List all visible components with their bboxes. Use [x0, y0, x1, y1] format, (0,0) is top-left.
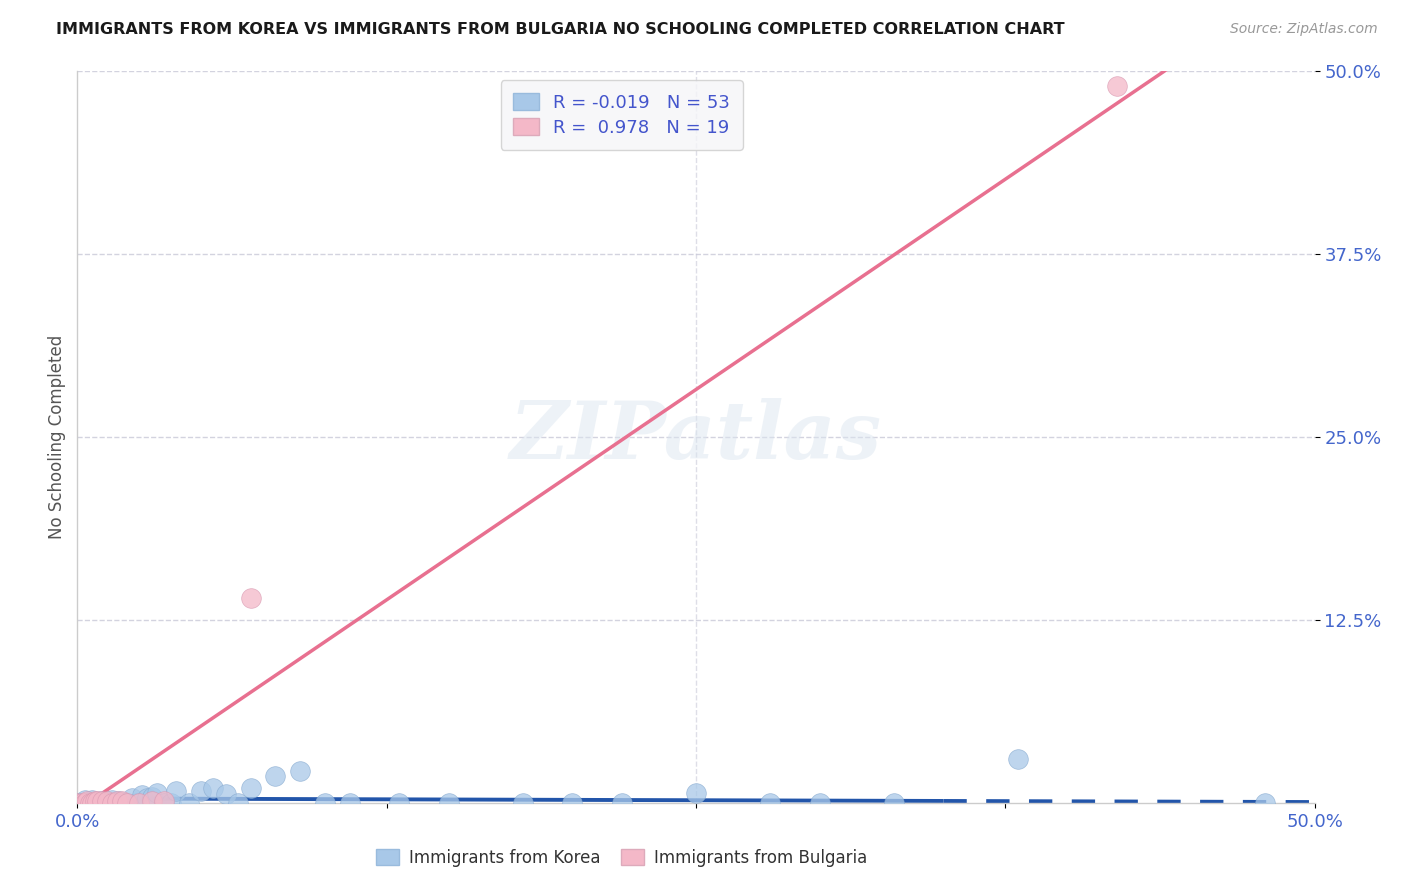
Point — [153, 796, 176, 810]
Point — [82, 793, 104, 807]
Point — [96, 796, 118, 810]
Point — [76, 794, 98, 808]
Point — [288, 764, 311, 778]
Point — [121, 791, 143, 805]
Point — [160, 796, 183, 810]
Point — [388, 796, 411, 810]
Point — [69, 796, 91, 810]
Point — [66, 796, 89, 810]
Point — [226, 796, 249, 810]
Point — [1105, 78, 1128, 93]
Point — [1007, 752, 1029, 766]
Point — [83, 796, 105, 810]
Point — [103, 796, 125, 810]
Point — [76, 796, 98, 810]
Point — [89, 796, 111, 810]
Point — [105, 794, 128, 808]
Point — [101, 796, 124, 810]
Point — [135, 791, 157, 805]
Point — [512, 796, 534, 810]
Point — [83, 794, 105, 808]
Text: Source: ZipAtlas.com: Source: ZipAtlas.com — [1230, 22, 1378, 37]
Point — [141, 794, 163, 808]
Point — [153, 794, 176, 808]
Point — [91, 794, 114, 808]
Point — [96, 794, 118, 808]
Text: IMMIGRANTS FROM KOREA VS IMMIGRANTS FROM BULGARIA NO SCHOOLING COMPLETED CORRELA: IMMIGRANTS FROM KOREA VS IMMIGRANTS FROM… — [56, 22, 1064, 37]
Point — [79, 796, 101, 810]
Point — [86, 794, 108, 808]
Point — [125, 796, 148, 810]
Point — [215, 787, 238, 801]
Point — [82, 796, 104, 810]
Point — [561, 796, 583, 810]
Point — [89, 794, 111, 808]
Point — [86, 796, 108, 810]
Point — [239, 781, 262, 796]
Point — [101, 793, 124, 807]
Point — [98, 796, 121, 810]
Point — [759, 796, 782, 810]
Point — [105, 796, 128, 810]
Point — [73, 793, 96, 807]
Y-axis label: No Schooling Completed: No Schooling Completed — [48, 335, 66, 539]
Point — [73, 796, 96, 810]
Point — [165, 784, 187, 798]
Point — [112, 796, 135, 810]
Point — [111, 794, 134, 808]
Point — [339, 796, 361, 810]
Point — [91, 796, 114, 810]
Point — [128, 796, 150, 810]
Point — [264, 769, 287, 783]
Point — [115, 796, 138, 810]
Point — [79, 796, 101, 810]
Point — [437, 796, 460, 810]
Point — [808, 796, 831, 810]
Point — [177, 796, 200, 810]
Point — [239, 591, 262, 605]
Point — [610, 796, 633, 810]
Point — [1254, 796, 1277, 810]
Point — [72, 796, 94, 810]
Point — [72, 796, 94, 810]
Point — [108, 794, 131, 808]
Point — [73, 796, 96, 810]
Point — [131, 789, 153, 803]
Point — [190, 784, 212, 798]
Point — [93, 796, 115, 810]
Point — [314, 796, 336, 810]
Point — [883, 796, 905, 810]
Point — [202, 781, 225, 796]
Point — [141, 789, 163, 804]
Point — [111, 796, 134, 810]
Point — [145, 786, 167, 800]
Point — [82, 796, 104, 810]
Legend: Immigrants from Korea, Immigrants from Bulgaria: Immigrants from Korea, Immigrants from B… — [368, 840, 876, 875]
Point — [685, 786, 707, 800]
Text: ZIPatlas: ZIPatlas — [510, 399, 882, 475]
Point — [115, 796, 138, 810]
